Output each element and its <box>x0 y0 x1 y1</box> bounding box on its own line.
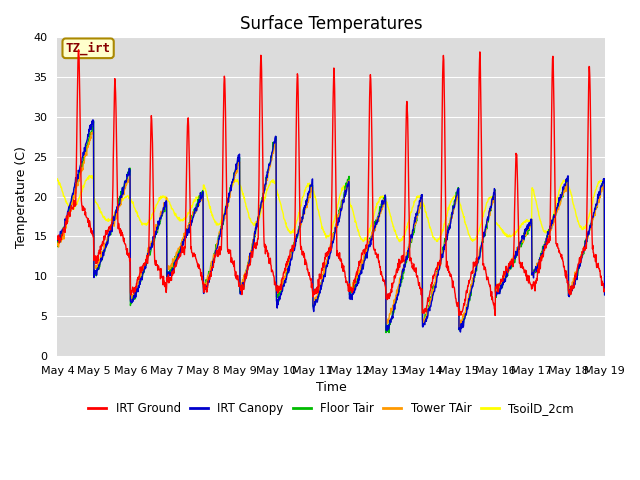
Title: Surface Temperatures: Surface Temperatures <box>240 15 422 33</box>
X-axis label: Time: Time <box>316 381 346 394</box>
Text: TZ_irt: TZ_irt <box>66 42 111 55</box>
Legend: IRT Ground, IRT Canopy, Floor Tair, Tower TAir, TsoilD_2cm: IRT Ground, IRT Canopy, Floor Tair, Towe… <box>84 398 579 420</box>
Y-axis label: Temperature (C): Temperature (C) <box>15 146 28 248</box>
